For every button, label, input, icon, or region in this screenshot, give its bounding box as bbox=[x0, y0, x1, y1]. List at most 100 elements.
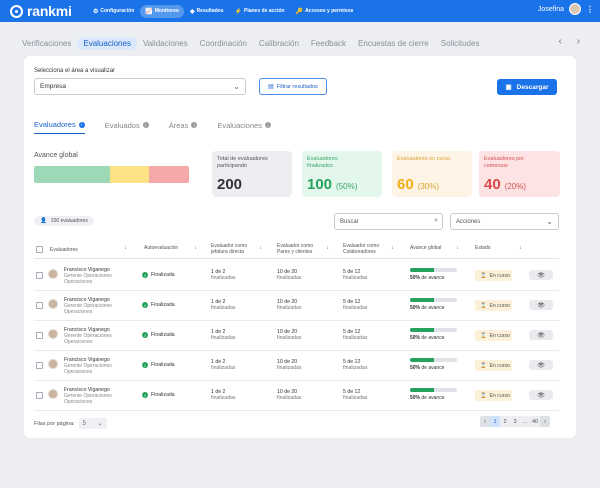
sort-arrow-icon[interactable]: ↓ bbox=[124, 245, 127, 251]
tab-8[interactable]: Solicitudes bbox=[440, 38, 480, 48]
tab-5[interactable]: Calibración bbox=[258, 38, 299, 48]
rows-per-page-select[interactable]: 5 ⌄ bbox=[78, 418, 107, 429]
stat-por-comenzar-value: 40 bbox=[484, 176, 501, 193]
subtab-label: Áreas bbox=[168, 120, 189, 130]
evaluator-role: Gerente Operaciones Operaciones bbox=[64, 393, 112, 405]
info-icon: i bbox=[78, 121, 85, 128]
page-ellipsisellipsisellipsis: ... bbox=[522, 418, 528, 425]
pares-count: 10 de 20 bbox=[277, 359, 298, 365]
avatar bbox=[48, 269, 58, 279]
nav-item-3[interactable]: ◆ Resultados bbox=[185, 5, 229, 18]
pares-cell: 10 de 20 finalizadas bbox=[277, 389, 302, 401]
progress-text: 50% de avance bbox=[410, 395, 457, 401]
filter-results-button[interactable]: ▤ Filtrar resultados bbox=[259, 78, 327, 95]
download-button[interactable]: ▣ Descargar bbox=[497, 79, 557, 95]
progress-cell: 50% de avance bbox=[410, 328, 457, 341]
tab-2[interactable]: Evaluaciones bbox=[77, 36, 137, 50]
page-40[interactable]: 40 bbox=[531, 418, 539, 425]
self-eval-status: Finalizada bbox=[151, 362, 175, 368]
page-3[interactable]: 3 bbox=[513, 418, 517, 425]
actions-select[interactable]: Acciones ⌄ bbox=[450, 213, 559, 230]
avatar bbox=[48, 329, 58, 339]
pares-sub: finalizadas bbox=[277, 365, 302, 371]
sort-arrow-icon[interactable]: ↓ bbox=[194, 245, 197, 251]
colab-sub: finalizadas bbox=[343, 365, 368, 371]
user-name: Josefina bbox=[537, 5, 564, 13]
pares-count: 10 de 20 bbox=[277, 329, 298, 335]
nav-item-4[interactable]: ⚡ Planes de acción bbox=[230, 5, 290, 18]
row-checkbox[interactable] bbox=[36, 302, 43, 309]
self-eval-cell: ✓ Finalizada bbox=[142, 332, 175, 338]
progress-suffix: de avance bbox=[421, 305, 445, 311]
page-2[interactable]: 2 bbox=[503, 418, 507, 425]
tab-3[interactable]: Validaciones bbox=[142, 38, 188, 48]
colab-count: 5 de 12 bbox=[343, 329, 361, 335]
row-progress-bar bbox=[410, 388, 457, 392]
tab-4[interactable]: Coordinación bbox=[199, 38, 247, 48]
self-eval-cell: ✓ Finalizada bbox=[142, 302, 175, 308]
sort-arrow-icon[interactable]: ↓ bbox=[326, 245, 329, 251]
next-page-icon[interactable]: › bbox=[540, 416, 550, 427]
sort-arrow-icon[interactable]: ↓ bbox=[391, 245, 394, 251]
user-avatar[interactable] bbox=[569, 3, 581, 15]
nav-item-2[interactable]: 📈 Monitoreo bbox=[140, 4, 184, 18]
tab-7[interactable]: Encuestas de cierre bbox=[358, 38, 429, 48]
prev-page-icon[interactable]: ‹ bbox=[480, 416, 490, 427]
search-input[interactable]: Buscar ⌕ bbox=[334, 213, 443, 230]
sort-arrow-icon[interactable]: ↓ bbox=[259, 245, 262, 251]
th-pares: Evaluador como Pares y clientes bbox=[277, 243, 314, 255]
select-all-checkbox[interactable] bbox=[36, 246, 43, 253]
area-select[interactable]: Empresa ⌄ bbox=[34, 78, 246, 95]
row-checkbox[interactable] bbox=[36, 332, 43, 339]
subtab-2[interactable]: Evaluados i bbox=[105, 120, 149, 134]
info-icon: i bbox=[264, 122, 271, 128]
nav-item-1[interactable]: ⚙ Configuración bbox=[88, 5, 139, 18]
logo-text: rankmi bbox=[27, 3, 72, 19]
page-1[interactable]: 1 bbox=[490, 416, 500, 427]
sort-arrow-icon[interactable]: ↓ bbox=[519, 245, 522, 251]
pares-sub: finalizadas bbox=[277, 395, 302, 401]
progress-cell: 50% de avance bbox=[410, 358, 457, 371]
th-jefatura: Evaluador como jefatura directa bbox=[211, 243, 248, 255]
more-vertical-icon[interactable]: ⋮ bbox=[586, 4, 594, 14]
view-eye-icon[interactable]: 👁 bbox=[529, 330, 553, 340]
tabs-scroll-arrows[interactable]: ‹ › bbox=[558, 36, 586, 47]
subtab-4[interactable]: Evaluaciones i bbox=[217, 120, 271, 134]
row-checkbox[interactable] bbox=[36, 392, 43, 399]
results-icon: ◆ bbox=[189, 8, 195, 15]
stat-total-value: 200 bbox=[217, 176, 243, 193]
progress-pct: 50% bbox=[410, 305, 421, 311]
pagination: ‹ 1 2 3... 40 › bbox=[480, 416, 550, 427]
colab-cell: 5 de 12 finalizadas bbox=[343, 389, 368, 401]
pares-cell: 10 de 20 finalizadas bbox=[277, 359, 302, 371]
tab-1[interactable]: Verificaciones bbox=[22, 38, 72, 48]
colab-sub: finalizadas bbox=[343, 305, 368, 311]
row-checkbox[interactable] bbox=[36, 362, 43, 369]
subtab-1[interactable]: Evaluadores i bbox=[34, 120, 85, 134]
row-progress-fill bbox=[410, 328, 434, 332]
sort-arrow-icon[interactable]: ↓ bbox=[456, 245, 459, 251]
progress-cell: 50% de avance bbox=[410, 298, 457, 311]
tab-6[interactable]: Feedback bbox=[310, 38, 347, 48]
view-eye-icon[interactable]: 👁 bbox=[529, 360, 553, 370]
colab-count: 5 de 12 bbox=[343, 389, 361, 395]
subtab-3[interactable]: Áreas i bbox=[169, 120, 198, 134]
check-circle-icon: ✓ bbox=[142, 332, 148, 338]
stat-finalizados: Evaluadores finalizados 100 (50%) bbox=[302, 151, 382, 197]
progress-segment-2 bbox=[109, 166, 149, 183]
stat-finalizados-value: 100 bbox=[307, 176, 333, 193]
row-progress-fill bbox=[410, 388, 434, 392]
view-eye-icon[interactable]: 👁 bbox=[529, 300, 553, 310]
nav-item-label: Resultados bbox=[196, 8, 224, 14]
self-eval-status: Finalizada bbox=[151, 302, 175, 308]
search-icon: ⌕ bbox=[434, 217, 438, 224]
evaluator-cell: Francisco Viganego Gerente Operaciones Op… bbox=[64, 327, 116, 345]
rankmi-logo[interactable]: rankmi bbox=[10, 3, 86, 19]
stat-por-comenzar-title: Evaluadores por comenzar bbox=[484, 156, 525, 169]
nav-item-5[interactable]: 🔑 Accesos y permisos bbox=[291, 5, 359, 18]
view-eye-icon[interactable]: 👁 bbox=[529, 390, 553, 400]
row-checkbox[interactable] bbox=[36, 272, 43, 279]
view-eye-icon[interactable]: 👁 bbox=[529, 270, 553, 280]
user-menu[interactable]: Josefina ⋮ bbox=[538, 3, 594, 15]
nav-menu: ⚙ Configuración 📈 Monitoreo ◆ Resultados ⚡ Plan… bbox=[88, 4, 359, 18]
